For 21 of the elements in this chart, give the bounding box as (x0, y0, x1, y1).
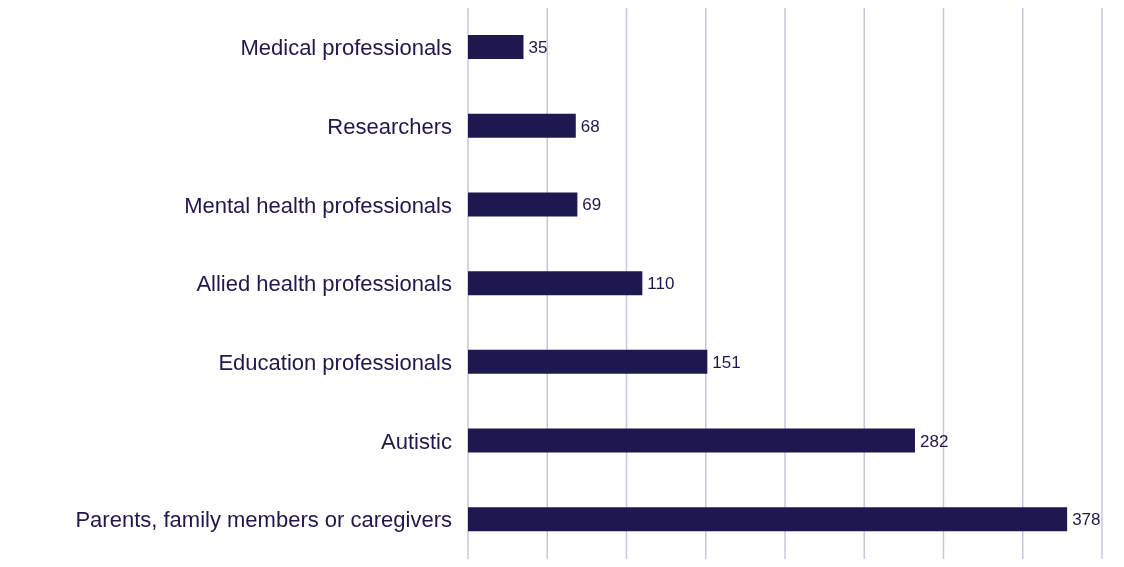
data-label: 378 (1072, 510, 1101, 530)
bar (468, 35, 524, 59)
bar (468, 113, 576, 138)
data-label: 35 (528, 38, 548, 58)
bar (468, 507, 1068, 532)
data-label: 110 (647, 274, 675, 294)
y-tick-label: Mental health professionals (184, 192, 452, 218)
data-label: 282 (919, 431, 949, 451)
y-tick-label: Researchers (327, 113, 452, 139)
y-tick-label: Education professionals (218, 350, 452, 376)
y-tick-label: Autistic (381, 428, 452, 454)
y-tick-label: Allied health professionals (196, 271, 452, 297)
y-tick-label: Medical professionals (240, 35, 452, 61)
bar (468, 192, 578, 217)
data-label: 151 (712, 352, 741, 372)
bar (468, 271, 643, 296)
bar (468, 428, 915, 453)
data-label: 69 (582, 195, 602, 215)
y-tick-label: Parents, family members or caregivers (75, 507, 452, 533)
bar (468, 349, 708, 374)
data-label: 68 (580, 116, 600, 136)
